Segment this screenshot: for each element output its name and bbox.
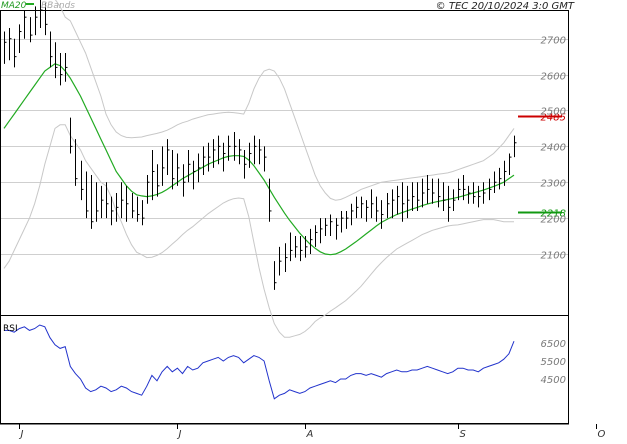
ma20-line — [3, 63, 515, 256]
legend-bbands: BBands — [41, 1, 75, 11]
rsi-tick-label: 6500 — [541, 339, 566, 350]
price-panel — [0, 10, 569, 316]
rsi-panel — [0, 315, 569, 424]
legend-ma20-swatch — [26, 3, 34, 5]
resistance-label: 2485 — [541, 113, 566, 124]
price-tick-label: 2200 — [541, 215, 566, 226]
rsi-label: RSI — [3, 324, 18, 334]
chart-legend: MA20 BBands — [1, 1, 75, 11]
price-tick-label: 2400 — [541, 143, 566, 154]
x-tick-label: S — [460, 429, 467, 440]
price-tick-label: 2300 — [541, 179, 566, 190]
copyright-notice: © TEC 20/10/2024 3:0 GMT — [436, 1, 575, 12]
support-label: 2218 — [541, 209, 566, 220]
price-axis-ticks: 2100 2200 2300 2400 2500 2600 2700 — [541, 36, 566, 262]
bollinger-bands — [3, 0, 515, 338]
price-tick-label: 2100 — [541, 251, 566, 262]
price-levels: 2485 2218 — [518, 113, 566, 220]
rsi-tick-label: 4500 — [541, 375, 566, 386]
ma20-path — [3, 63, 515, 256]
price-tick-label: 2700 — [541, 36, 566, 47]
price-tick-label: 2500 — [541, 107, 566, 118]
rsi-axis-ticks: 4500 5500 6500 — [541, 339, 566, 386]
bb-upper-line — [54, 0, 515, 201]
x-tick-label: J — [19, 429, 24, 440]
price-grid — [1, 39, 568, 255]
rsi-tick-label: 5500 — [541, 357, 566, 368]
rsi-line — [4, 324, 515, 400]
x-tick-label: A — [306, 429, 314, 440]
bb-lower-line — [3, 124, 514, 338]
x-tick-label: J — [177, 429, 182, 440]
rsi-series — [4, 324, 515, 400]
price-bars — [4, 0, 517, 290]
legend-ma20: MA20 — [1, 1, 27, 11]
price-tick-label: 2600 — [541, 72, 566, 83]
x-tick-label: O — [598, 429, 606, 440]
